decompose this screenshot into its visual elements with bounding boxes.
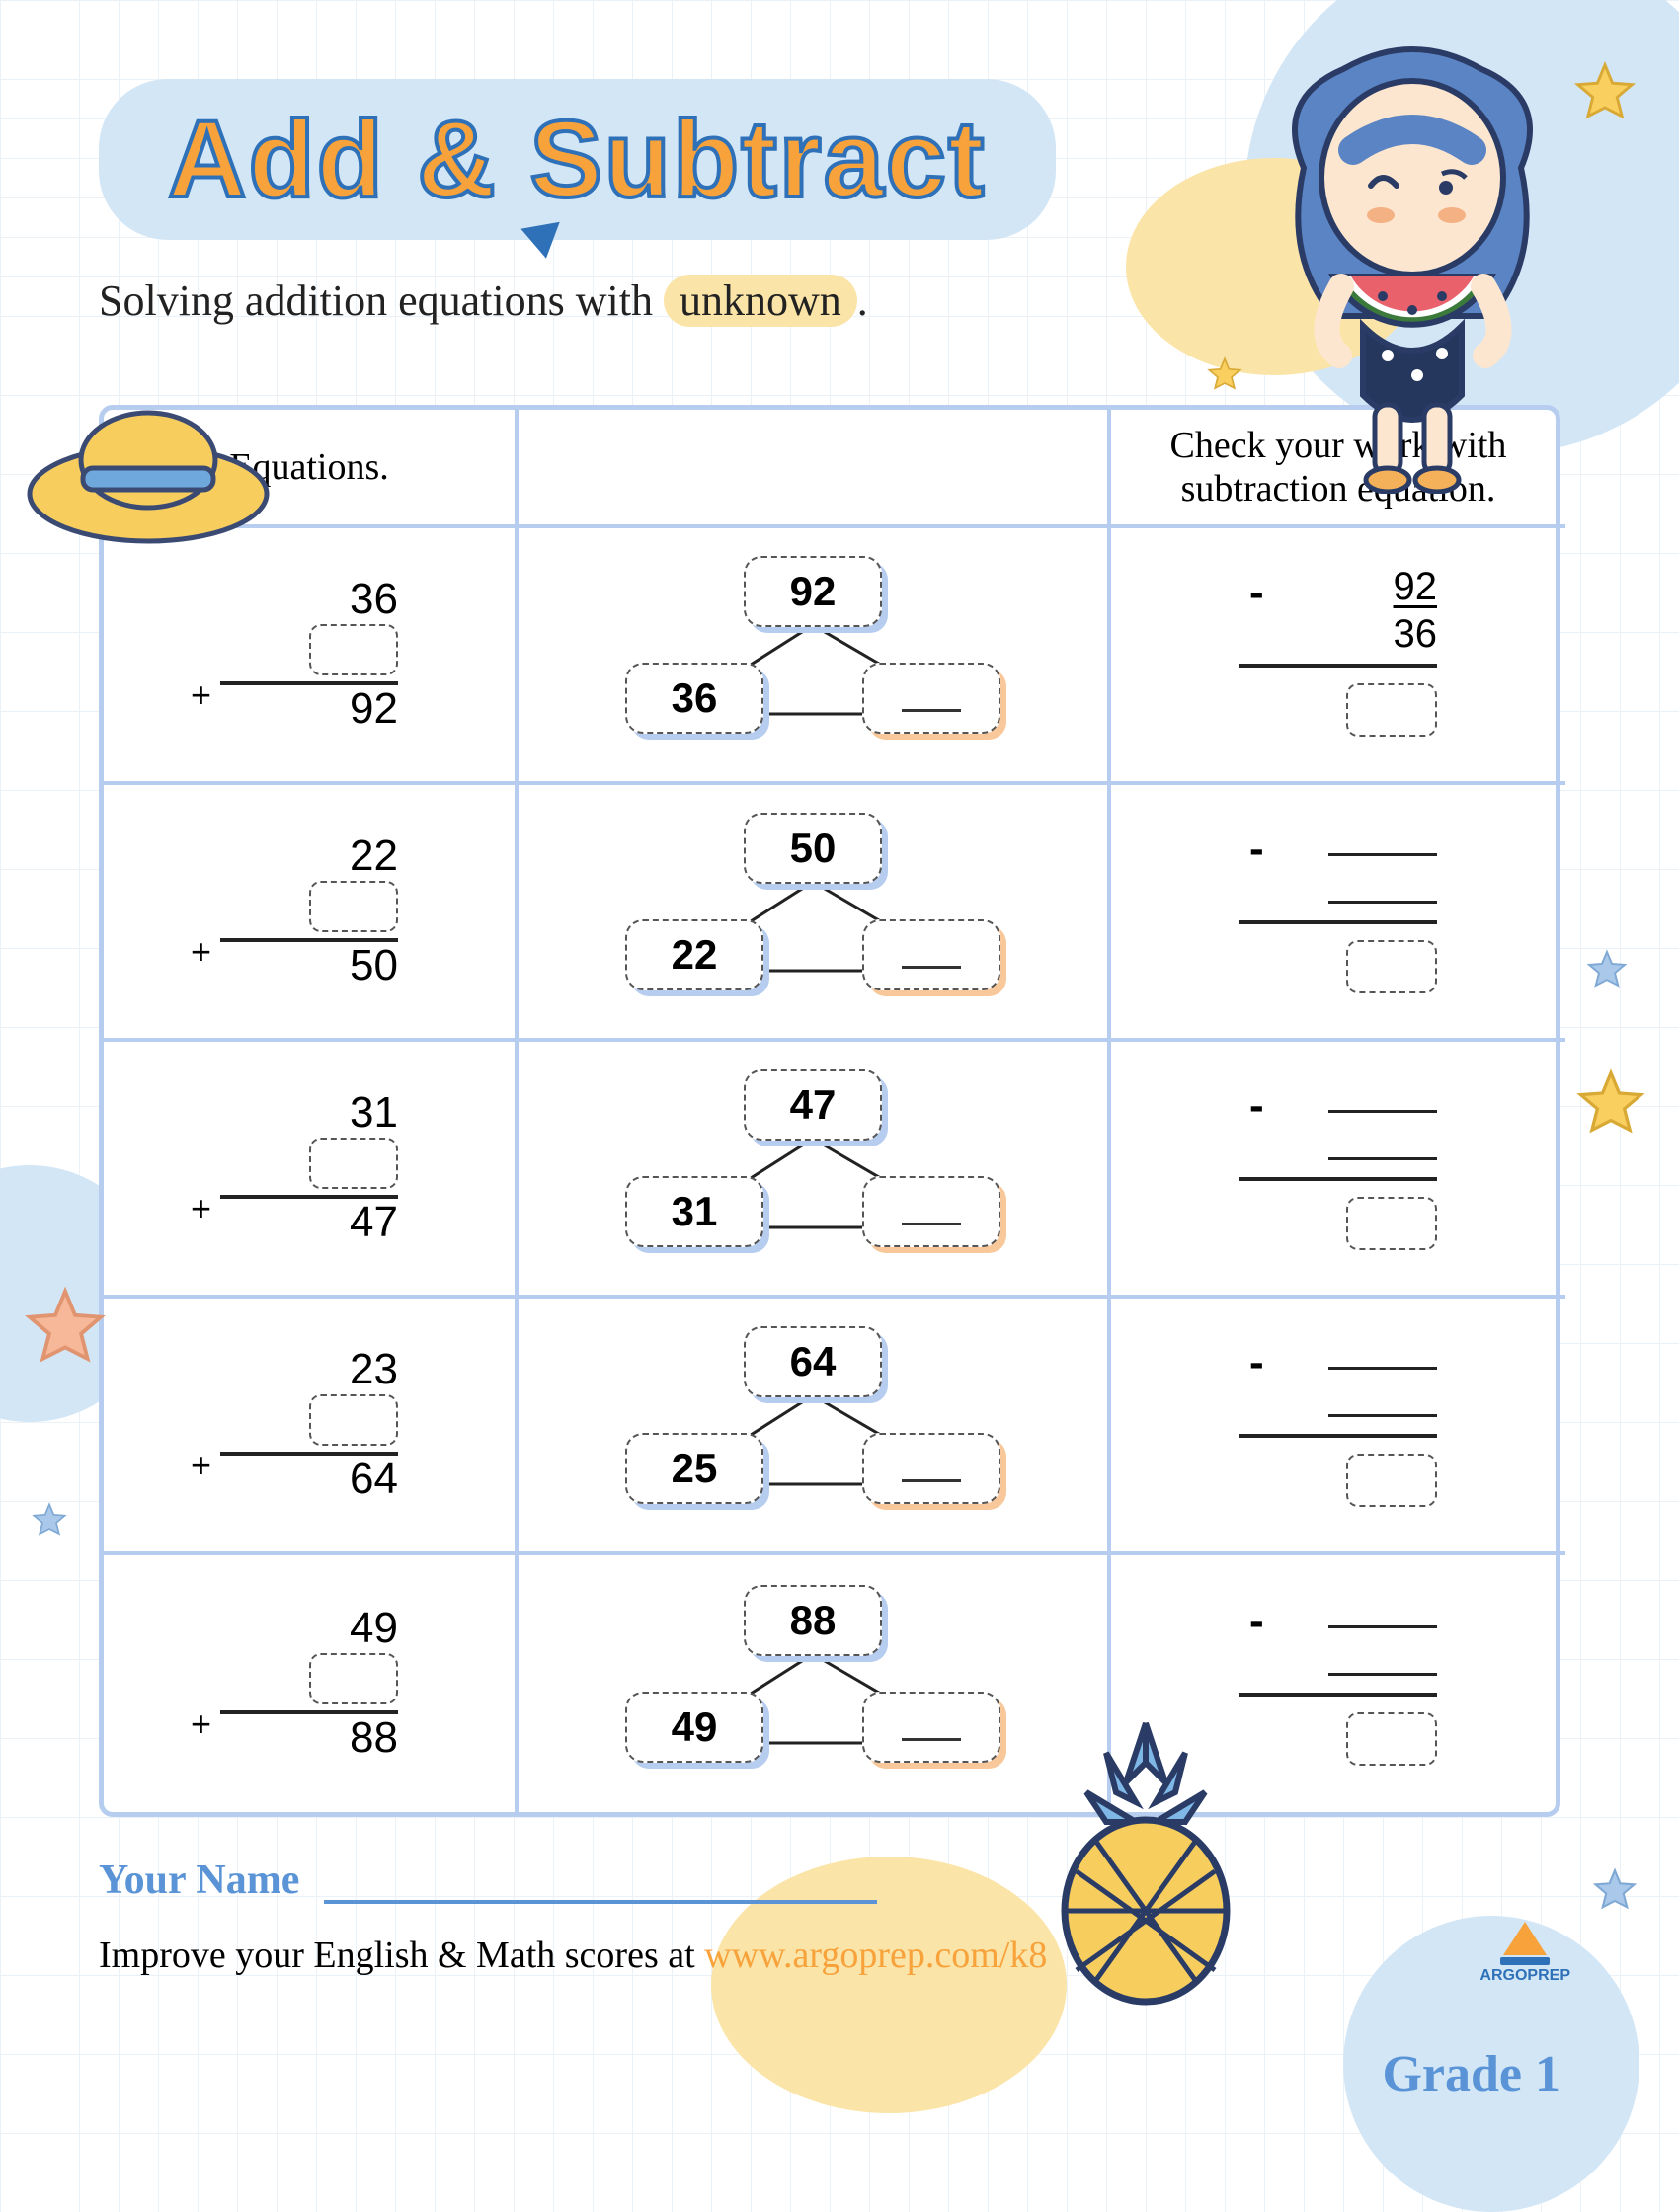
worksheet-table: Equations. Check your work with subtract… [99,405,1560,1817]
improve-pre: Improve your English & Math scores at [99,1935,704,1976]
table-row-check: - [1111,1299,1565,1555]
table-row-check: - [1111,1042,1565,1299]
logo-text: ARGOPREP [1479,1967,1570,1985]
table-row-equation: 49 + 88 [104,1555,519,1812]
answer-box[interactable] [862,1176,1000,1247]
answer-box[interactable] [309,1394,398,1446]
answer-box[interactable] [309,881,398,932]
answer-box[interactable] [309,624,398,675]
star-icon [1584,948,1630,993]
answer-box[interactable] [309,1653,398,1704]
argoprep-logo: ARGOPREP [1479,1922,1570,1985]
name-label: Your Name [99,1857,299,1903]
table-row-bond: 47 31 [519,1042,1111,1299]
subtitle-post: . [857,276,868,325]
answer-box[interactable] [1346,683,1437,737]
table-row-equation: 36 + 92 [104,528,519,785]
table-row-bond: 64 25 [519,1299,1111,1555]
subtitle-highlight: unknown [664,275,857,327]
subtitle-pre: Solving addition equations with [99,276,664,325]
table-row-check: - [1111,785,1565,1042]
table-row-bond: 50 22 [519,785,1111,1042]
table-row-equation: 22 + 50 [104,785,519,1042]
table-row-bond: 92 36 [519,528,1111,785]
table-row-bond: 88 49 [519,1555,1111,1812]
star-icon [1590,1866,1639,1916]
answer-box[interactable] [309,1138,398,1189]
answer-box[interactable] [862,919,1000,990]
table-row-equation: 31 + 47 [104,1042,519,1299]
star-icon [20,1284,111,1375]
improve-url: www.argoprep.com/k8 [704,1935,1047,1976]
answer-box[interactable] [1346,1197,1437,1250]
answer-box[interactable] [862,1433,1000,1504]
star-icon [1570,59,1639,128]
star-icon [1572,1066,1649,1144]
table-row-equation: 23 + 64 [104,1299,519,1555]
pineapple-icon [1037,1713,1254,2014]
hat-icon [20,375,277,558]
answer-box[interactable] [1346,940,1437,993]
name-input-line[interactable] [324,1900,877,1904]
answer-box[interactable] [862,1692,1000,1763]
answer-box[interactable] [1346,1712,1437,1766]
page-title: Add & Subtract [168,97,987,222]
girl-illustration [1244,40,1580,499]
table-row-check: - 92 36 [1111,528,1565,785]
col-header-bond [519,410,1111,528]
footer: Your Name Improve your English & Math sc… [99,1856,1580,1977]
answer-box[interactable] [862,663,1000,734]
star-icon [30,1501,69,1540]
grade-label: Grade 1 [1382,2045,1560,2103]
star-icon [1205,356,1244,395]
answer-box[interactable] [1346,1454,1437,1507]
improve-text: Improve your English & Math scores at ww… [99,1934,1580,1977]
